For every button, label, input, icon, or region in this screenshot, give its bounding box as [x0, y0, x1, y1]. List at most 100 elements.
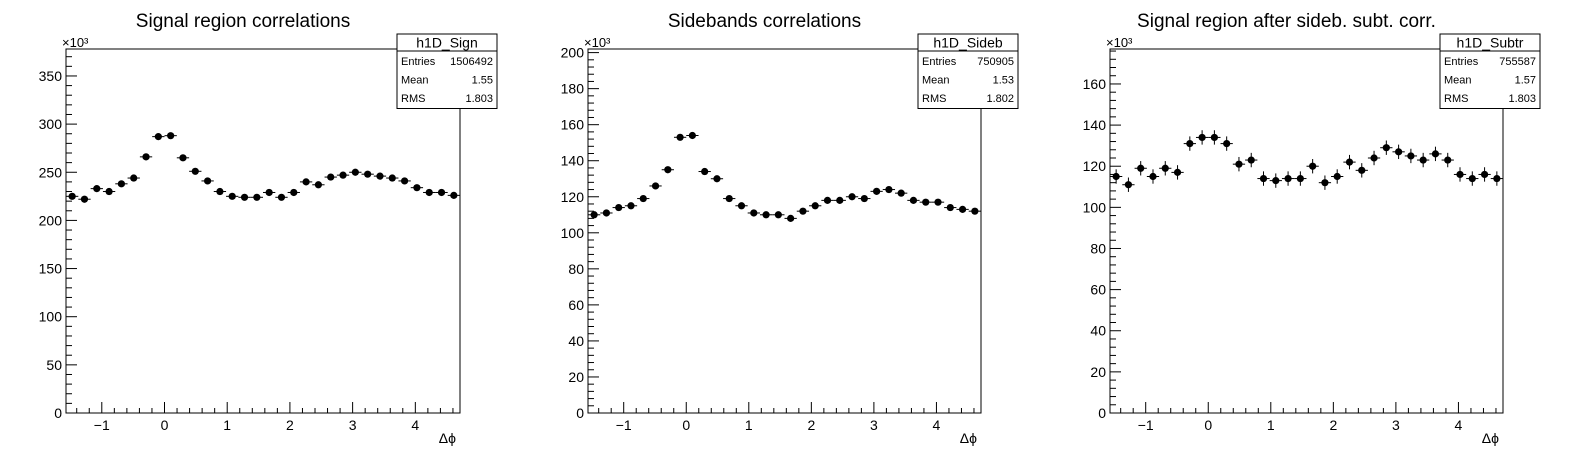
data-point — [413, 184, 421, 192]
data-point — [1210, 133, 1218, 142]
data-point — [265, 188, 273, 197]
x-tick-label: 3 — [1392, 417, 1400, 433]
x-tick-label: 4 — [411, 417, 419, 433]
stats-row-value: 1.802 — [986, 93, 1014, 105]
data-point — [701, 167, 709, 176]
y-tick-label: 140 — [1083, 117, 1107, 133]
stats-row-label: Mean — [922, 75, 950, 87]
data-point — [688, 131, 696, 140]
data-point — [425, 188, 433, 197]
data-point — [1456, 170, 1464, 179]
stats-row-label: RMS — [1444, 93, 1468, 105]
data-point — [314, 181, 323, 189]
y-tick-label: 50 — [46, 357, 62, 373]
data-point — [725, 194, 733, 203]
x-axis-label: Δϕ — [1482, 430, 1499, 446]
data-point — [1173, 168, 1182, 176]
data-point — [1247, 156, 1255, 164]
data-point — [130, 174, 138, 182]
data-point — [228, 192, 236, 200]
stats-row-label: Mean — [1444, 75, 1472, 87]
data-point — [1124, 181, 1133, 189]
stats-row-label: RMS — [401, 93, 425, 105]
data-point — [971, 207, 979, 215]
chart-panel-1: Signal region correlations −1 0 1 2 3 4 0 50 100 1… — [39, 11, 498, 446]
data-point — [400, 177, 409, 185]
data-point — [836, 196, 844, 204]
x-tick-label: 2 — [286, 417, 294, 433]
stats-row-value: 1506492 — [450, 56, 493, 68]
stats-box-name: h1D_Subtr — [1457, 35, 1524, 51]
y-tick-label: 300 — [39, 116, 63, 132]
y-tick-label: 250 — [39, 164, 63, 180]
data-point — [873, 187, 881, 195]
y-tick-label: 160 — [1083, 76, 1107, 92]
data-point — [823, 196, 832, 204]
x-tick-label: 0 — [161, 417, 169, 433]
stats-row-value: 1.55 — [472, 75, 493, 87]
data-point — [602, 209, 611, 217]
data-point — [1370, 154, 1378, 162]
y-tick-label: 100 — [39, 309, 63, 325]
data-point — [1186, 139, 1194, 148]
data-point — [1137, 164, 1145, 172]
data-point — [302, 178, 310, 186]
stats-row-value: 1.803 — [465, 93, 493, 105]
data-point — [811, 202, 819, 210]
y-multiplier-label: ×10³ — [1106, 35, 1133, 50]
data-point — [290, 188, 298, 197]
data-point — [676, 133, 684, 141]
data-point — [922, 198, 930, 206]
data-point — [1358, 166, 1366, 174]
data-point — [713, 175, 721, 183]
data-point — [351, 168, 359, 176]
x-tick-label: 1 — [223, 417, 231, 433]
data-point — [627, 202, 635, 210]
x-tick-label: 4 — [1455, 417, 1463, 433]
data-point — [1235, 160, 1243, 168]
data-point — [1407, 152, 1415, 160]
y-tick-label: 80 — [568, 261, 584, 277]
plot-frame — [65, 48, 461, 414]
data-point — [639, 194, 647, 203]
x-tick-label: 2 — [1329, 417, 1337, 433]
data-point — [1493, 174, 1501, 183]
data-point — [774, 211, 782, 219]
stats-box-name: h1D_Sideb — [933, 35, 1002, 51]
y-tick-label: 40 — [568, 333, 584, 349]
data-point — [848, 193, 856, 201]
y-multiplier-label: ×10³ — [62, 35, 89, 50]
stats-row-label: Mean — [401, 75, 429, 87]
x-tick-label: 4 — [933, 417, 941, 433]
stats-box-body — [1439, 50, 1541, 109]
x-tick-label: 3 — [870, 417, 878, 433]
data-point — [216, 187, 224, 196]
x-tick-label: −1 — [1138, 417, 1154, 433]
y-tick-label: 40 — [1090, 323, 1106, 339]
x-tick-label: 0 — [1204, 417, 1212, 433]
data-point — [191, 167, 199, 175]
data-point — [253, 193, 261, 201]
y-tick-label: 80 — [1090, 240, 1106, 256]
stats-row-value: 750905 — [977, 56, 1014, 68]
data-point — [1333, 172, 1341, 181]
stats-box-body — [917, 50, 1019, 109]
data-point — [277, 193, 286, 201]
data-point — [179, 154, 187, 162]
y-tick-label: 180 — [561, 81, 585, 97]
y-tick-label: 120 — [1083, 158, 1107, 174]
data-point — [651, 182, 660, 190]
data-point — [240, 193, 249, 201]
data-point — [1198, 133, 1206, 142]
data-point — [437, 188, 446, 197]
chart-panel-3: Signal region after sideb. subt. corr. −1… — [1083, 11, 1541, 446]
data-point — [1161, 164, 1169, 172]
stats-box-body — [396, 50, 498, 109]
data-point — [1444, 156, 1452, 164]
x-tick-label: 3 — [349, 417, 357, 433]
x-tick-label: 1 — [1267, 417, 1275, 433]
data-point — [787, 214, 795, 222]
x-axis-label: Δϕ — [960, 430, 977, 446]
